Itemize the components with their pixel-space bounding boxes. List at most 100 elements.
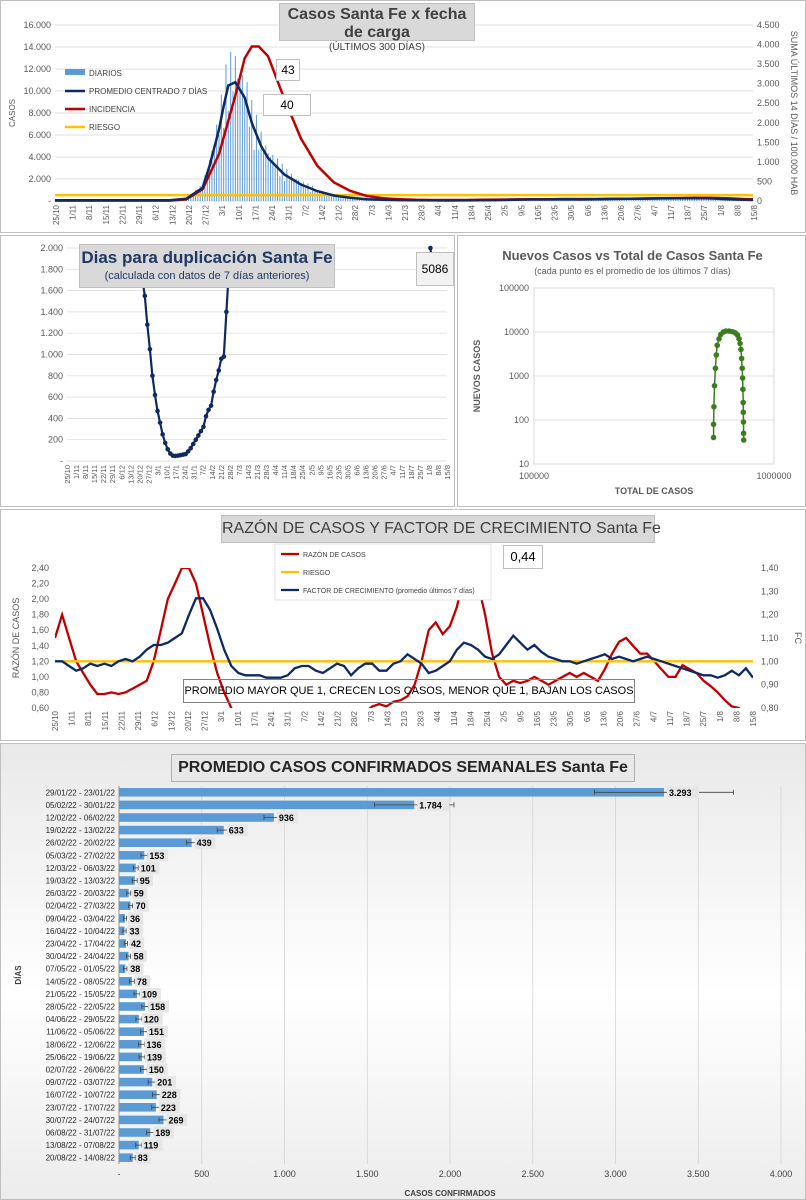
x-tick-label: 28/3 bbox=[418, 204, 427, 220]
y-right-tick-label: 1,40 bbox=[761, 563, 779, 573]
casos-title-box: Casos Santa Fe x fecha de carga (ÚLTIMOS… bbox=[279, 3, 475, 53]
x-tick-label: 25/7 bbox=[416, 465, 425, 480]
x-tick-label: 500 bbox=[194, 1169, 209, 1179]
value-label: 36 bbox=[130, 914, 140, 924]
x-tick-label: 10/1 bbox=[234, 710, 243, 726]
daily-bar bbox=[675, 198, 677, 201]
x-tick-label: 13/12 bbox=[167, 710, 176, 731]
y-right-tick-label: 0 bbox=[757, 196, 762, 206]
value-label-bg bbox=[148, 1000, 169, 1013]
y-right-tick-label: 2.000 bbox=[757, 118, 780, 128]
x-tick-label: 25/4 bbox=[483, 710, 492, 726]
x-tick-label: 27/12 bbox=[202, 204, 211, 225]
y-tick-label: 2,00 bbox=[31, 594, 49, 604]
y-tick-label: 1.600 bbox=[40, 286, 63, 296]
x-tick-label: 15/11 bbox=[101, 710, 110, 730]
y-right-tick-label: 1.000 bbox=[757, 157, 780, 167]
y-tick-label: 10 bbox=[519, 459, 529, 469]
daily-bar bbox=[693, 198, 695, 201]
y-tick-label: 800 bbox=[48, 371, 63, 381]
daily-bar bbox=[237, 78, 239, 201]
y-right-tick-label: 2.500 bbox=[757, 98, 780, 108]
nuevos-vs-total-panel: 10 100 1000 10000 100000 100000 1000000 TOTAL D… bbox=[457, 235, 806, 507]
scatter-point bbox=[740, 399, 746, 406]
daily-bar bbox=[335, 195, 337, 201]
x-tick-label: 4/4 bbox=[433, 710, 442, 722]
x-tick-label: 28/3 bbox=[262, 465, 271, 480]
y-tick-label: 8.000 bbox=[28, 108, 51, 118]
duplicacion-point bbox=[224, 309, 229, 315]
x-tick-label: 22/11 bbox=[118, 204, 127, 224]
value-label-bg bbox=[226, 824, 248, 837]
x-tick-label: 21/3 bbox=[253, 465, 262, 480]
value-label-bg bbox=[666, 786, 699, 799]
value-label-bg bbox=[158, 1101, 180, 1114]
daily-bar bbox=[656, 198, 658, 201]
category-label: 05/03/22 - 27/02/22 bbox=[46, 851, 116, 860]
x-tick-label: 23/5 bbox=[551, 204, 560, 220]
daily-bar bbox=[307, 183, 309, 201]
duplicacion-point bbox=[185, 449, 191, 454]
daily-bar bbox=[293, 179, 295, 201]
x-tick-label: 6/6 bbox=[584, 204, 593, 216]
x-tick-label: 25/4 bbox=[484, 204, 493, 220]
bar bbox=[119, 1040, 142, 1049]
daily-bar bbox=[232, 91, 234, 201]
duplicacion-point bbox=[157, 420, 163, 425]
category-label: 20/08/22 - 14/08/22 bbox=[46, 1154, 116, 1163]
value-label: 83 bbox=[138, 1153, 148, 1163]
x-tick-label: 17/1 bbox=[251, 204, 260, 220]
x-tick-label: 21/3 bbox=[401, 204, 410, 220]
value-label-bg bbox=[194, 836, 216, 849]
x-tick-label: 24/1 bbox=[268, 204, 277, 220]
category-label: 19/02/22 - 13/02/22 bbox=[46, 826, 116, 835]
y-axis-label: DÍAS bbox=[14, 965, 23, 985]
duplicacion-subtitle: (calculada con datos de 7 días anteriore… bbox=[104, 270, 310, 282]
daily-bar bbox=[211, 150, 213, 201]
daily-bar bbox=[241, 75, 243, 201]
y-right-tick-label: 4.000 bbox=[757, 40, 780, 50]
x-tick-label: 3.000 bbox=[604, 1169, 627, 1179]
x-tick-label: 1/8 bbox=[716, 710, 725, 722]
x-tick-label: 10/1 bbox=[235, 204, 244, 220]
duplicacion-point bbox=[165, 446, 171, 452]
y-tick-label: 10.000 bbox=[23, 86, 51, 96]
category-label: 26/03/22 - 20/03/22 bbox=[46, 889, 116, 898]
value-label: 439 bbox=[197, 838, 212, 848]
daily-bar bbox=[333, 195, 335, 201]
x-tick-label: 28/2 bbox=[351, 204, 360, 220]
x-tick-label: 20/12 bbox=[135, 465, 144, 484]
casos-annotation-40: 40 bbox=[263, 94, 311, 116]
daily-bar bbox=[295, 178, 297, 201]
x-tick-label: 28/3 bbox=[417, 710, 426, 726]
duplicacion-title: Dias para duplicación Santa Fe bbox=[81, 248, 333, 267]
bar bbox=[119, 1052, 143, 1062]
daily-bar bbox=[696, 198, 698, 201]
daily-bar bbox=[686, 198, 688, 201]
y-axis-label: RAZÓN DE CASOS bbox=[11, 598, 21, 679]
value-label-bg bbox=[417, 798, 450, 811]
value-label-bg bbox=[137, 874, 153, 887]
scatter-point bbox=[738, 355, 745, 362]
legend-entry: RIESGO bbox=[303, 570, 331, 577]
daily-bar bbox=[344, 197, 346, 201]
daily-bar bbox=[321, 192, 323, 201]
duplicacion-title-box: Dias para duplicación Santa Fe (calculad… bbox=[79, 244, 335, 288]
legend-entry: RAZÓN DE CASOS bbox=[303, 550, 366, 559]
daily-bar bbox=[658, 198, 660, 201]
daily-bar bbox=[244, 97, 246, 201]
duplicacion-point bbox=[221, 354, 227, 359]
daily-bar bbox=[274, 167, 276, 201]
value-label-bg bbox=[146, 1025, 168, 1038]
value-label: 33 bbox=[129, 926, 139, 936]
x-tick-label: 15/11 bbox=[90, 465, 99, 483]
value-label: 42 bbox=[131, 939, 141, 949]
x-tick-label: - bbox=[118, 1169, 121, 1179]
daily-bar bbox=[665, 198, 667, 201]
y-right-tick-label: 3.500 bbox=[757, 59, 780, 69]
x-tick-label: 29/11 bbox=[135, 204, 144, 224]
duplicacion-point bbox=[152, 392, 158, 398]
razon-title-box: RAZÓN DE CASOS Y FACTOR DE CRECIMIENTO S… bbox=[221, 515, 661, 543]
x-tick-label: 11/7 bbox=[666, 710, 675, 726]
daily-bar bbox=[204, 175, 206, 201]
